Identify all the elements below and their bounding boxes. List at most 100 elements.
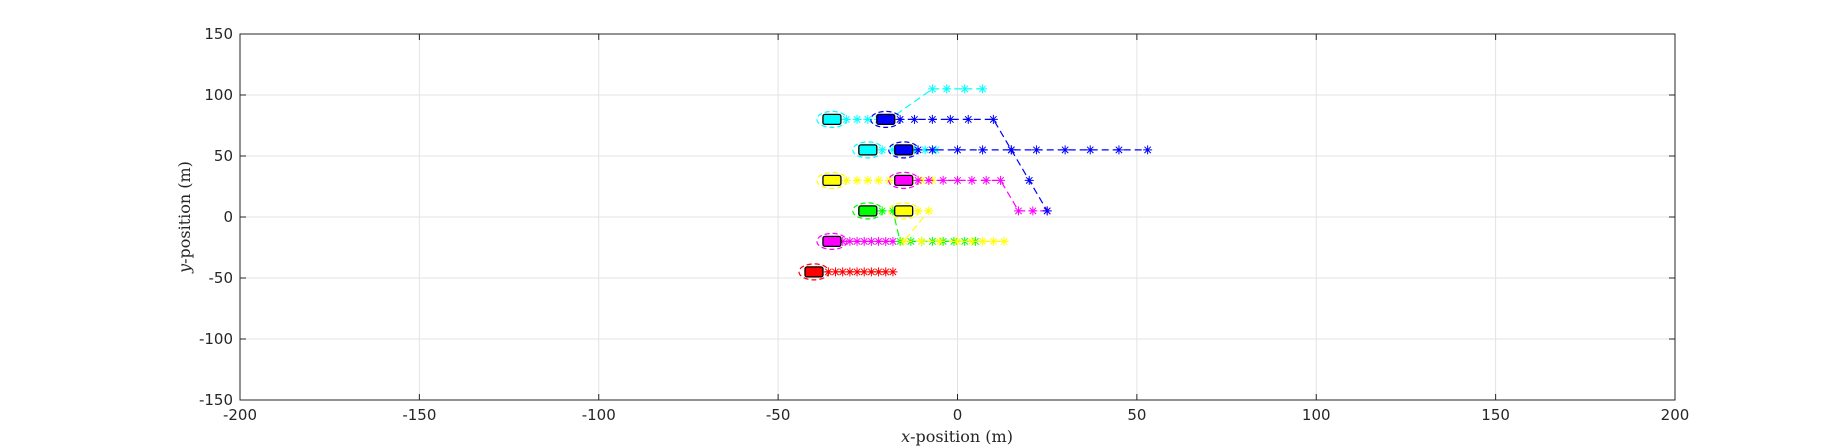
trajectory-point [953,175,962,185]
y-tick-label: -50 [209,269,234,287]
vehicle-body [858,205,878,217]
trajectory-point [978,84,988,94]
trajectory-point [920,145,930,155]
x-axis-label-text: -position (m) [910,427,1013,446]
trajectory-point [1013,206,1023,216]
vehicle-body [822,235,842,248]
trajectory-point [1085,145,1095,155]
vehicle-body [894,144,914,156]
trajectory-point [884,175,894,185]
trajectory-point [988,114,998,124]
trajectory-point [874,236,884,246]
vehicle-body [894,174,914,187]
trajectory-line [831,88,983,121]
vehicle-ellipse [852,202,884,220]
vehicle-2 [816,232,848,250]
trajectory-line [885,118,1048,212]
trajectory-point [935,236,945,246]
vehicle-ellipse [816,232,848,250]
vehicle-1 [798,263,830,281]
vehicle-10 [870,110,902,129]
trajectory-point [967,236,977,246]
trajectory-point [988,236,998,246]
trajectory-point [831,267,841,277]
vehicle-ellipse [888,202,920,220]
trajectory-point [841,114,851,124]
trajectory-point [953,236,962,246]
trajectory-point [881,236,891,246]
trajectory-point [881,267,891,277]
trajectory-point [1031,145,1041,155]
vehicle-ellipse [852,141,884,159]
trajectory-point [866,236,876,246]
vehicle-4 [888,202,920,220]
trajectory-point [852,267,862,277]
trajectory-point [938,175,948,185]
trajectory-point [888,267,898,277]
trajectory-point [999,236,1009,246]
trajectory-point [913,175,923,185]
trajectory-point [1024,175,1034,185]
ticks: -200 -150 -100 -50 0 50 100 150 200-150-100-5005… [199,25,1689,424]
x-tick-label: 200 [1661,406,1690,424]
y-tick-label: 150 [204,25,233,43]
y-tick-label: 100 [204,86,233,104]
trajectory-point [909,114,919,124]
trajectory-point [913,206,923,216]
trajectory-point [877,145,887,155]
trajectory-1 [814,267,898,277]
x-tick-label: 50 [1127,406,1146,424]
y-axis-label-variable: y [175,263,194,274]
x-axis-label: x-position (m) [901,427,1013,446]
vehicle-body [822,174,842,187]
trajectory-point [899,236,909,246]
trajectory-point [838,236,848,246]
trajectory-point [942,84,952,94]
trajectory-point [1006,145,1016,155]
trajectory-point [859,236,869,246]
x-tick-label: -200 [223,406,257,424]
trajectory-point [888,145,898,155]
trajectory-point [888,236,898,246]
y-tick-label: 50 [214,147,233,165]
trajectory-point [953,145,962,155]
y-tick-label: -100 [199,330,233,348]
vehicle-body [894,205,914,217]
trajectory-point [852,236,862,246]
trajectory-point [924,206,934,216]
trajectory-point [895,114,905,124]
y-tick-label: -150 [199,391,233,409]
trajectory-point [927,114,937,124]
trajectory-point [863,114,873,124]
trajectory-point [863,175,873,185]
trajectory-point [981,175,991,185]
trajectory-point [841,175,851,185]
trajectory-point [859,267,869,277]
vehicles [798,110,920,281]
vehicle-ellipse [816,110,848,129]
trajectory-10 [885,114,1052,216]
trajectory-2 [831,236,898,246]
trajectory-point [927,84,937,94]
trajectory-point [874,267,884,277]
x-tick-label: -150 [402,406,436,424]
vehicle-ellipse [888,141,920,159]
trajectory-point [1143,145,1153,155]
trajectories [814,84,1153,277]
trajectory-point [960,84,970,94]
vehicle-body [822,113,842,126]
x-tick-label: -100 [582,406,616,424]
trajectory-point [967,175,977,185]
trajectory-point [913,145,923,155]
vehicle-8 [888,141,920,159]
vehicle-6 [888,171,920,189]
vehicle-body [876,113,896,126]
trajectory-point [996,175,1006,185]
trajectory-point [845,267,855,277]
trajectory-point [852,175,862,185]
y-axis-label-text: -position (m) [175,161,194,264]
x-tick-label: 100 [1302,406,1331,424]
plot-area: -200 -150 -100 -50 0 50 100 150 200-150-100-5005… [199,25,1689,424]
vehicle-body [804,266,824,278]
